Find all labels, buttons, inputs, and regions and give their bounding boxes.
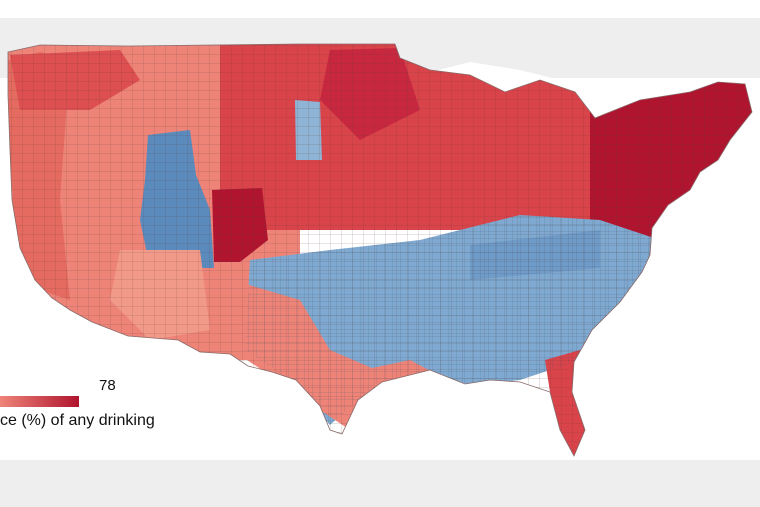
legend-max-value: 78 [99, 377, 116, 394]
legend-color-scale [0, 396, 79, 407]
mexico-land [0, 460, 760, 507]
map-top-band [0, 0, 760, 18]
legend-title: ce (%) of any drinking [0, 412, 155, 429]
